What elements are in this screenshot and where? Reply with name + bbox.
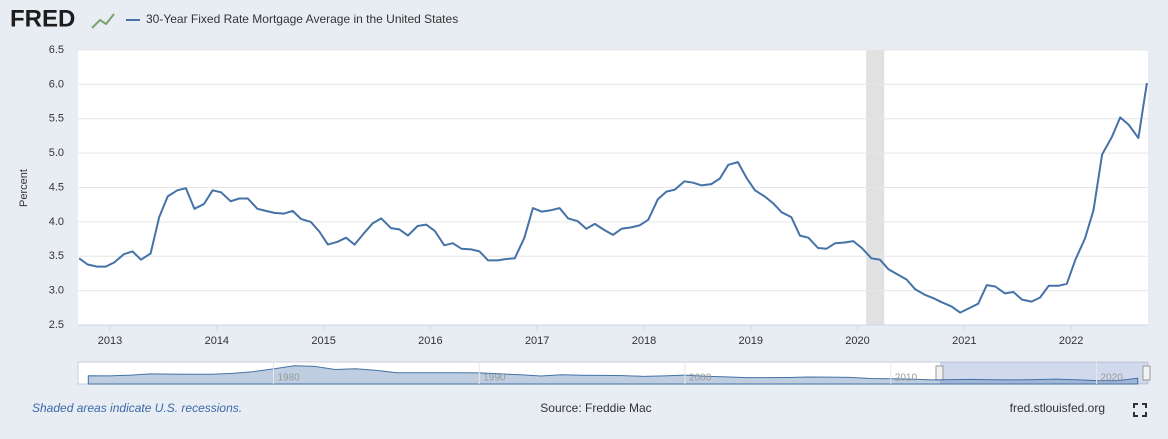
navigator-tick-label: 1980	[277, 373, 300, 384]
legend-label: 30-Year Fixed Rate Mortgage Average in t…	[146, 12, 458, 26]
y-tick-label: 4.0	[49, 216, 64, 228]
x-tick-label: 2019	[739, 335, 763, 347]
x-tick-label: 2013	[98, 335, 122, 347]
x-tick-label: 2016	[418, 335, 442, 347]
y-tick-label: 3.0	[49, 285, 64, 297]
navigator-window[interactable]	[940, 362, 1148, 384]
navigator-tick-label: 1990	[483, 373, 506, 384]
navigator-handle[interactable]	[1142, 365, 1151, 381]
footer-site[interactable]: fred.stlouisfed.org	[1010, 401, 1105, 415]
y-tick-label: 6.0	[49, 78, 64, 90]
fullscreen-button[interactable]	[1133, 403, 1147, 417]
logo-icon	[91, 13, 115, 29]
navigator-tick-label: 2010	[895, 373, 918, 384]
y-tick-label: 6.5	[49, 44, 64, 56]
y-axis-label: Percent	[18, 169, 30, 207]
footer-source: Source: Freddie Mac	[540, 401, 651, 415]
x-tick-label: 2014	[205, 335, 229, 347]
navigator-tick-label: 2020	[1101, 373, 1124, 384]
x-tick-label: 2017	[525, 335, 549, 347]
data-line	[78, 82, 1148, 314]
x-tick-label: 2021	[952, 335, 976, 347]
x-tick-label: 2020	[845, 335, 869, 347]
navigator-handle[interactable]	[935, 365, 944, 381]
y-tick-label: 2.5	[49, 319, 64, 331]
y-tick-label: 5.0	[49, 147, 64, 159]
x-tick-label: 2015	[311, 335, 335, 347]
x-tick-label: 2022	[1059, 335, 1083, 347]
footer-note: Shaded areas indicate U.S. recessions.	[32, 401, 242, 415]
navigator-tick-label: 2000	[689, 373, 712, 384]
y-tick-label: 4.5	[49, 181, 64, 193]
y-tick-label: 3.5	[49, 250, 64, 262]
y-tick-label: 5.5	[49, 113, 64, 125]
x-tick-label: 2018	[632, 335, 656, 347]
logo: FRED	[10, 5, 75, 32]
